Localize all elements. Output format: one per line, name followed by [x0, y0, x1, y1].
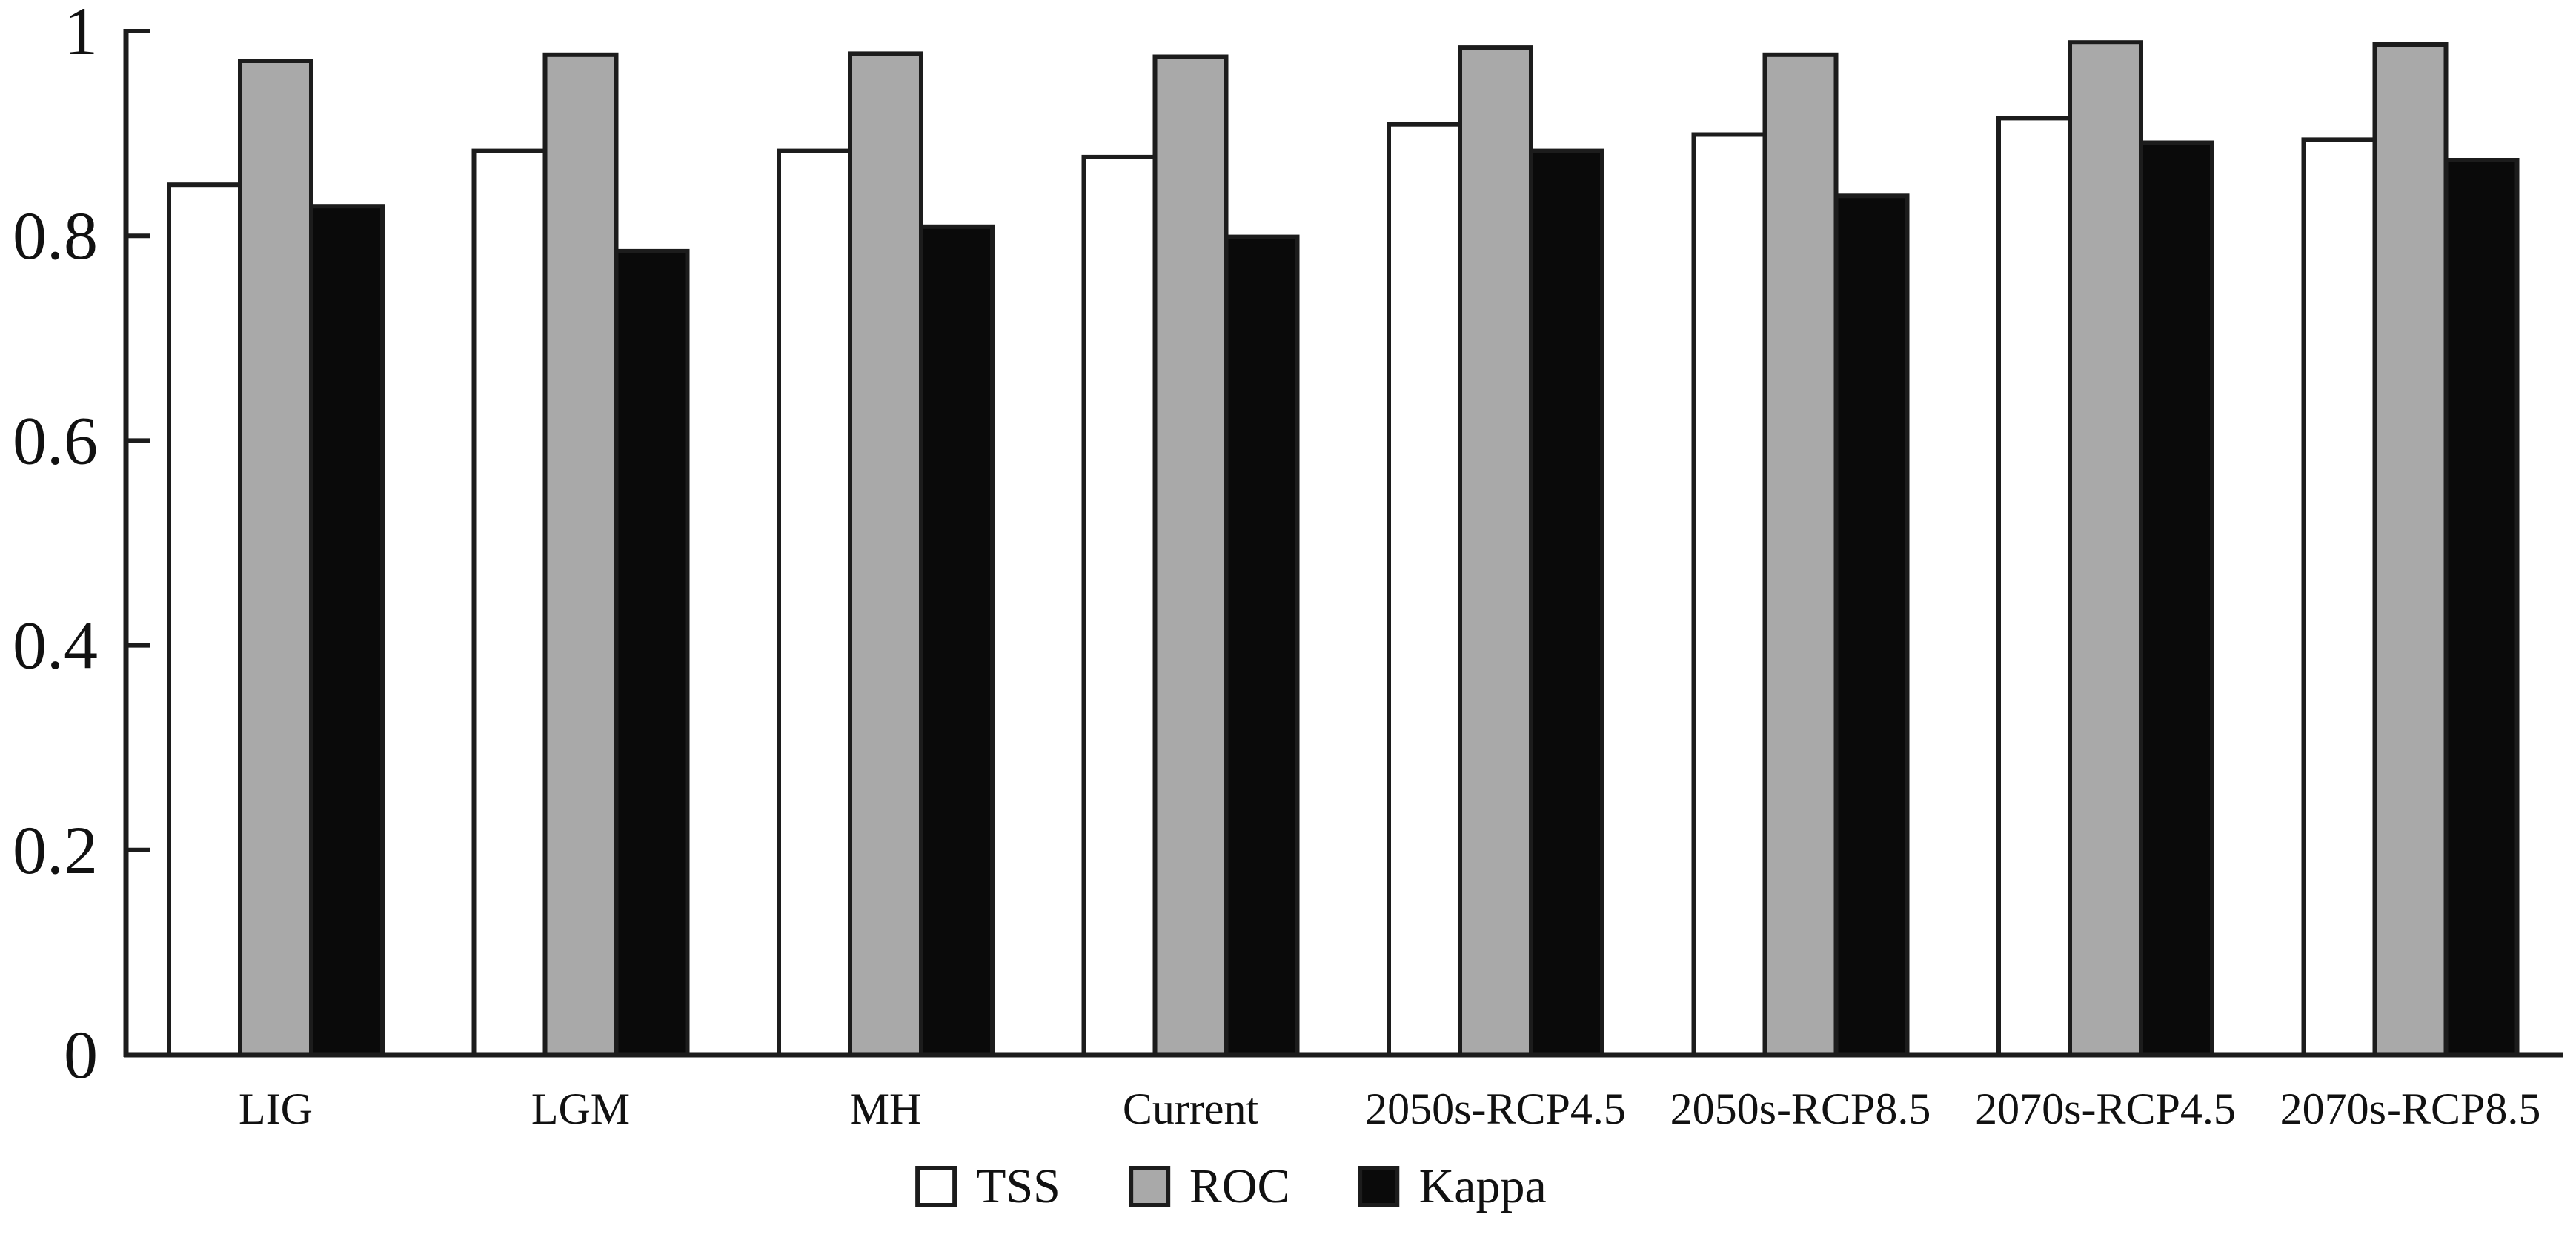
legend-label-Kappa: Kappa	[1418, 1159, 1547, 1213]
bar-TSS-LIG	[167, 182, 242, 1058]
bar-TSS-LGM	[471, 148, 548, 1058]
y-tick-label-0.4: 0.4	[13, 608, 98, 683]
y-tick-label-0.2: 0.2	[13, 812, 98, 888]
bar-Kappa-2070s-RCP4.5	[2139, 140, 2214, 1057]
bar-TSS-2050s-RCP4.5	[1387, 122, 1462, 1058]
bar-TSS-MH	[777, 148, 852, 1058]
legend-swatch-ROC	[1128, 1166, 1170, 1207]
bar-Kappa-2050s-RCP8.5	[1833, 193, 1910, 1057]
bar-TSS-Current	[1081, 154, 1158, 1057]
x-label-2070s-RCP8.5: 2070s-RCP8.5	[2280, 1084, 2541, 1133]
bar-ROC-2070s-RCP4.5	[2068, 40, 2143, 1058]
bar-ROC-2070s-RCP8.5	[2372, 42, 2449, 1057]
bar-TSS-2070s-RCP4.5	[1996, 116, 2072, 1057]
bar-TSS-2050s-RCP8.5	[1691, 132, 1767, 1057]
bar-ROC-MH	[848, 51, 923, 1057]
bar-TSS-2070s-RCP8.5	[2301, 137, 2377, 1057]
legend-item-ROC: ROC	[1128, 1159, 1290, 1213]
bar-Kappa-2070s-RCP8.5	[2443, 158, 2520, 1057]
x-label-2050s-RCP4.5: 2050s-RCP4.5	[1365, 1084, 1626, 1133]
bar-ROC-2050s-RCP4.5	[1458, 45, 1533, 1058]
legend-item-Kappa: Kappa	[1358, 1162, 1547, 1211]
x-label-LIG: LIG	[239, 1084, 313, 1133]
y-tick-label-0: 0	[64, 1017, 98, 1093]
x-label-Current: Current	[1123, 1084, 1259, 1133]
bar-ROC-2050s-RCP8.5	[1762, 52, 1839, 1057]
x-label-2070s-RCP4.5: 2070s-RCP4.5	[1975, 1084, 2236, 1133]
bar-ROC-LGM	[542, 52, 619, 1057]
x-label-LGM: LGM	[531, 1084, 630, 1133]
bar-ROC-LIG	[238, 59, 313, 1057]
legend-item-TSS: TSS	[915, 1162, 1060, 1211]
legend-swatch-TSS	[915, 1166, 957, 1207]
x-label-MH: MH	[850, 1084, 922, 1133]
chart-legend: TSS ROC Kappa	[915, 1162, 1547, 1211]
y-tick-label-1: 1	[64, 0, 98, 69]
bar-Kappa-Current	[1224, 234, 1300, 1058]
bar-Kappa-2050s-RCP4.5	[1529, 148, 1604, 1058]
x-label-2050s-RCP8.5: 2050s-RCP8.5	[1670, 1084, 1931, 1133]
y-tick-label-0.6: 0.6	[13, 402, 98, 478]
legend-label-TSS: TSS	[976, 1159, 1060, 1213]
legend-label-ROC: ROC	[1189, 1159, 1290, 1213]
bar-Kappa-LGM	[614, 248, 690, 1057]
legend-swatch-Kappa	[1358, 1166, 1400, 1207]
bar-ROC-Current	[1152, 54, 1229, 1057]
bar-Kappa-MH	[919, 224, 995, 1057]
bar-Kappa-LIG	[309, 204, 385, 1058]
y-tick-label-0.8: 0.8	[13, 198, 98, 274]
